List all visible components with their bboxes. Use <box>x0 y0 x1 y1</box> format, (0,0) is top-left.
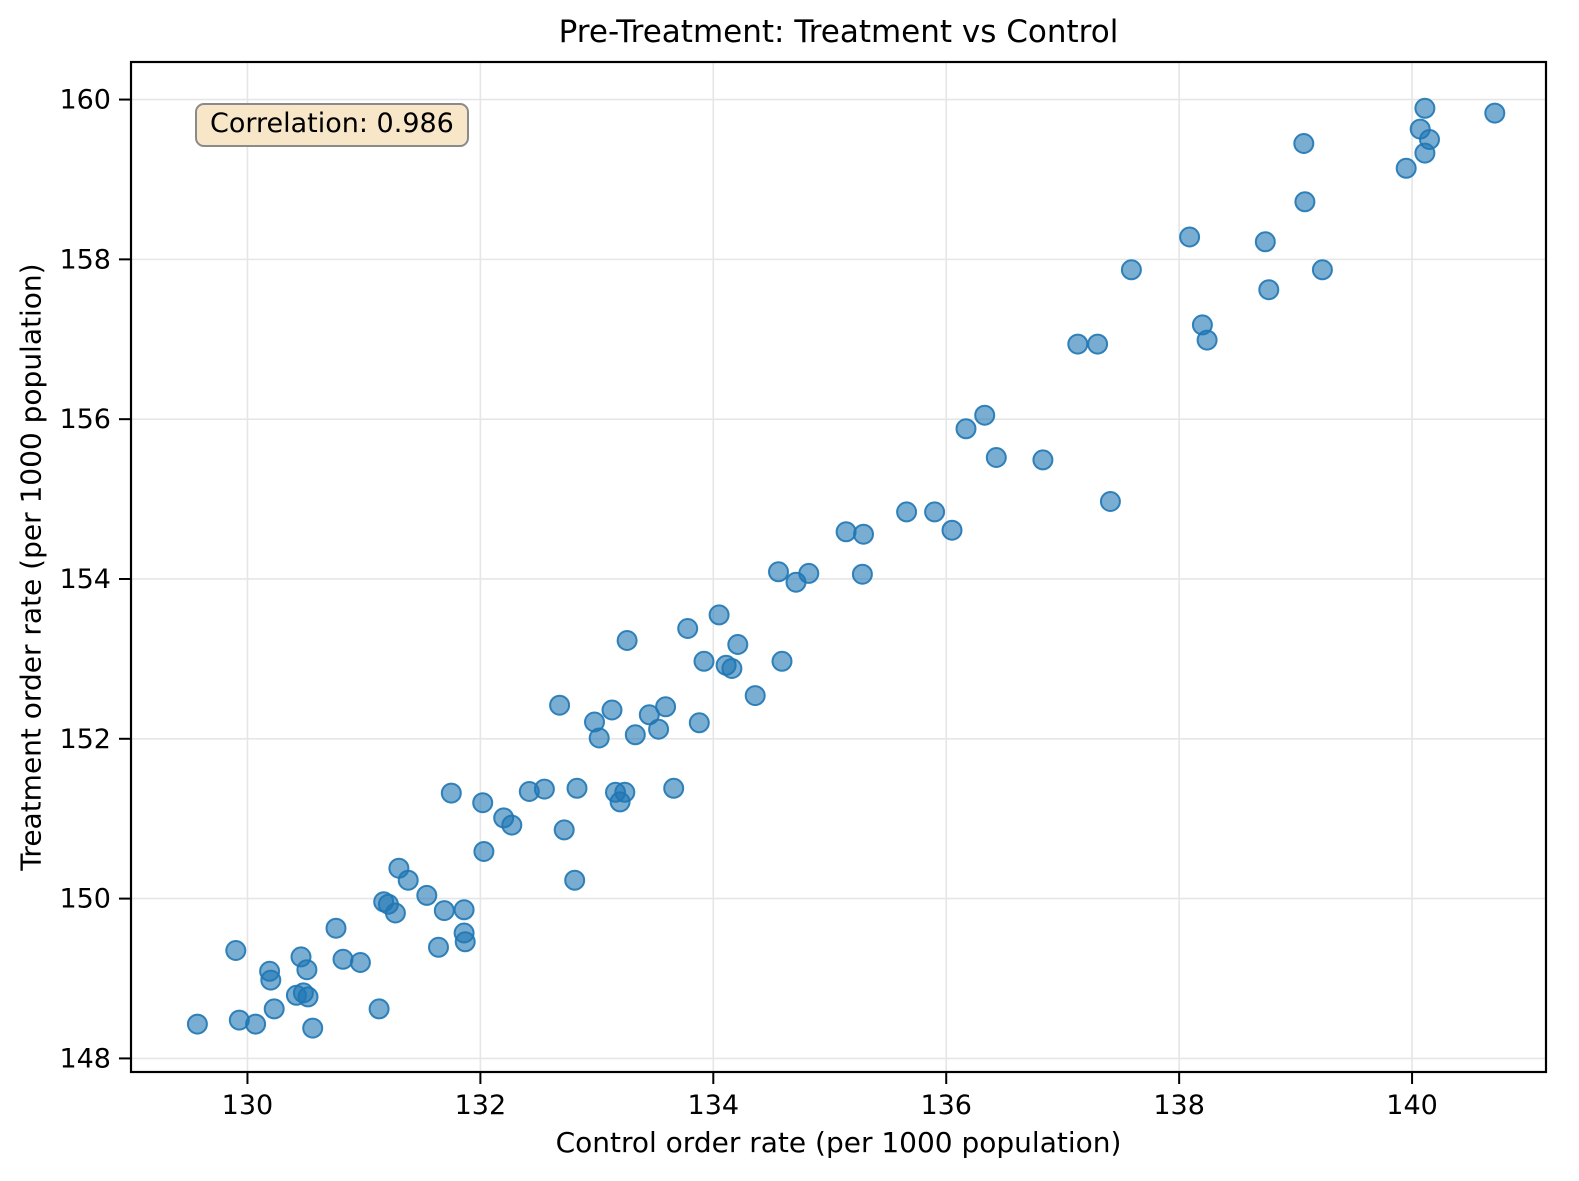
data-point <box>453 899 475 921</box>
data-point <box>655 696 677 718</box>
data-point <box>296 959 318 981</box>
data-point <box>693 650 715 672</box>
data-point <box>1032 449 1054 471</box>
data-point <box>566 777 588 799</box>
x-tick-label: 130 <box>222 1090 274 1121</box>
data-point <box>1120 259 1142 281</box>
x-tick-label: 140 <box>1386 1090 1438 1121</box>
data-point <box>1294 191 1316 213</box>
data-point <box>771 650 793 672</box>
y-tick-label: 148 <box>59 1043 111 1074</box>
data-point <box>601 699 623 721</box>
x-axis-label: Control order rate (per 1000 population) <box>555 1126 1122 1159</box>
data-point <box>473 841 495 862</box>
data-point <box>332 948 354 970</box>
data-point <box>677 618 699 639</box>
data-point <box>433 900 455 922</box>
data-point <box>472 792 494 814</box>
data-point <box>924 501 946 523</box>
data-point <box>553 819 575 841</box>
data-point <box>440 782 462 804</box>
x-tick-label: 132 <box>455 1090 507 1121</box>
data-point <box>1087 333 1109 355</box>
data-point <box>428 936 449 958</box>
y-axis-label: Treatment order rate (per 1000 populatio… <box>14 263 48 871</box>
data-point <box>349 952 371 973</box>
data-point <box>225 940 247 961</box>
data-point <box>549 694 571 716</box>
data-point <box>648 718 670 740</box>
data-point <box>609 791 631 813</box>
data-point <box>1179 226 1201 248</box>
data-point <box>368 998 390 1020</box>
data-point <box>501 814 523 836</box>
data-point <box>1196 329 1218 351</box>
x-tick-label: 136 <box>920 1090 972 1121</box>
data-point <box>1258 279 1280 301</box>
x-tick-label: 138 <box>1153 1090 1205 1121</box>
data-point <box>853 523 874 545</box>
data-point <box>384 902 406 924</box>
data-point <box>260 969 282 991</box>
plot-border <box>129 60 1548 1074</box>
data-point <box>1311 259 1333 281</box>
data-point <box>564 869 586 891</box>
chart-title: Pre-Treatment: Treatment vs Control <box>558 14 1119 50</box>
data-point <box>851 563 873 585</box>
data-point <box>798 562 820 584</box>
data-point <box>1254 231 1276 253</box>
y-tick-label: 152 <box>59 724 111 755</box>
data-point <box>624 724 646 746</box>
data-point <box>744 685 766 707</box>
data-point <box>896 501 918 523</box>
data-point <box>974 404 996 426</box>
data-point <box>616 630 638 651</box>
y-tick-label: 160 <box>59 85 111 116</box>
data-point <box>835 521 857 543</box>
data-point <box>416 884 438 906</box>
data-point <box>297 986 319 1008</box>
data-point <box>663 777 685 799</box>
data-point <box>1414 97 1436 119</box>
data-point <box>688 712 710 734</box>
data-point <box>1099 491 1121 512</box>
data-point <box>941 519 963 541</box>
y-tick-label: 150 <box>59 884 111 915</box>
data-point <box>1395 157 1417 179</box>
data-point <box>955 418 977 440</box>
data-point <box>1067 333 1089 355</box>
data-point <box>454 931 476 953</box>
data-point <box>263 998 285 1020</box>
data-point <box>186 1013 208 1035</box>
data-point <box>721 658 743 679</box>
correlation-annotation: Correlation: 0.986 <box>195 103 469 147</box>
y-tick-label: 158 <box>59 244 111 275</box>
y-tick-label: 154 <box>59 564 111 595</box>
data-point <box>325 917 347 939</box>
data-point <box>245 1013 267 1035</box>
data-point <box>768 561 789 583</box>
data-point <box>727 634 749 655</box>
data-point <box>708 604 730 626</box>
data-point <box>533 778 555 800</box>
data-point <box>397 869 419 891</box>
data-point <box>1293 133 1315 154</box>
data-point <box>1484 102 1506 124</box>
y-tick-label: 156 <box>59 404 111 435</box>
data-point <box>1414 142 1436 164</box>
data-point <box>985 447 1007 468</box>
data-point <box>588 727 610 749</box>
data-point <box>302 1017 324 1039</box>
x-tick-label: 134 <box>688 1090 740 1121</box>
